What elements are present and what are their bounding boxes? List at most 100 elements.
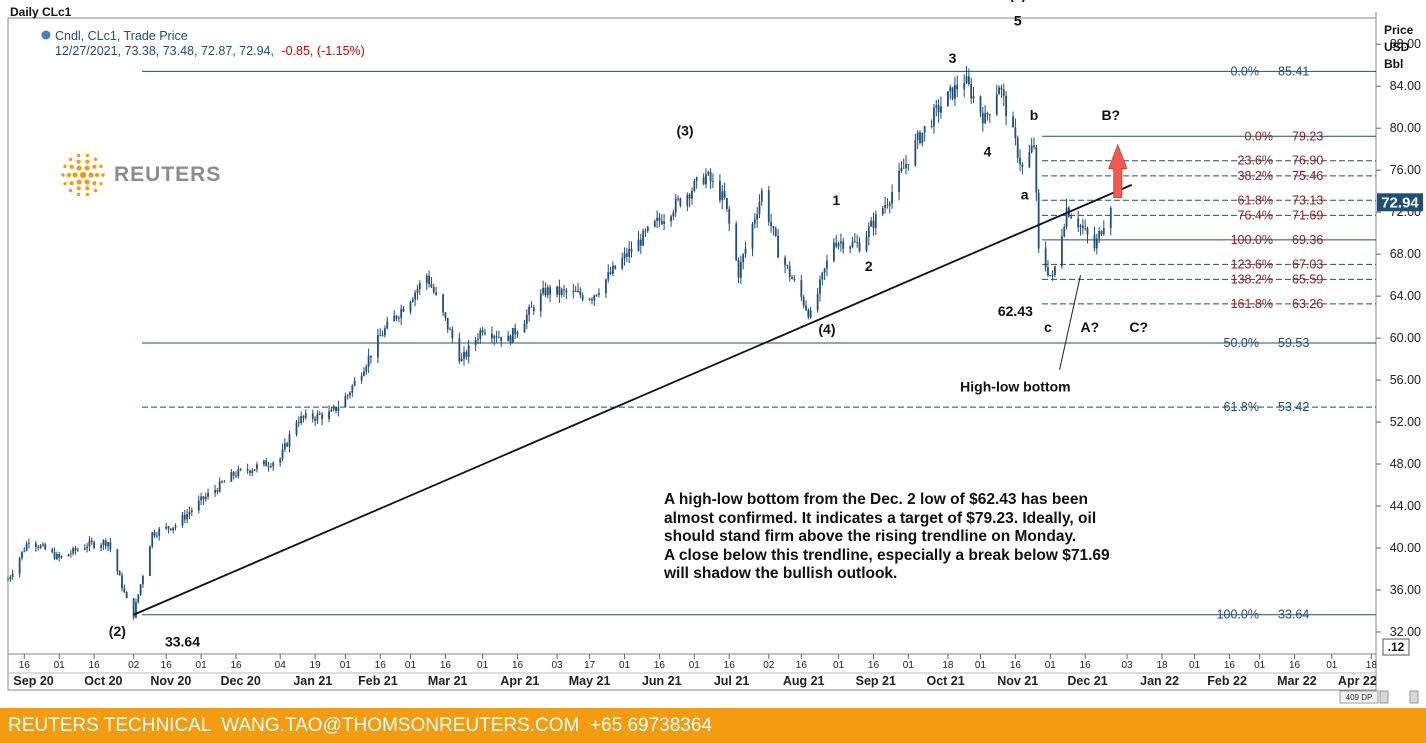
price-tick-label: 84.00 [1390,79,1421,93]
candle-body [21,551,23,559]
candle-body [321,414,323,420]
day-tick-label: 02 [128,660,140,671]
candle-body [858,242,861,252]
candle-body [591,299,593,301]
candle-body [202,496,205,500]
logo-dot [84,179,90,185]
candle-body [165,526,168,529]
candle-body [1098,231,1101,239]
price-axis: 32.00 36.00 40.00 44.00 48.00 52.00 56.00 60.00… [1376,37,1421,639]
candle-body [428,275,431,285]
candle-body [821,272,824,280]
candle-body [249,470,251,473]
day-tick-label: 01 [1254,660,1266,671]
candle-body [674,198,677,213]
candle-body [1044,248,1047,268]
candle-body [353,380,356,386]
candle-body [109,542,112,550]
candle-body [628,248,631,257]
candle-body [707,172,710,175]
scale-button[interactable] [1382,638,1410,656]
candle-body [851,241,854,247]
day-tick-label: 01 [975,660,987,671]
series-line: Cndl, CLc1, Trade Price [55,29,188,43]
candle-body [542,287,545,294]
day-tick-label: 01 [196,660,208,671]
candle-body [416,289,419,293]
candle-body [539,293,542,311]
candle-body [833,242,835,261]
candle-body [18,558,21,574]
candle-body [481,330,484,333]
day-tick-label: 16 [89,660,101,671]
scroll-box[interactable] [1339,690,1379,704]
candle-body [611,265,614,274]
candle-body [409,302,412,312]
note-line: A high-low bottom from the Dec. 2 low of… [664,491,1089,508]
candle-body [777,235,779,258]
day-tick-label: 03 [1121,660,1133,671]
candle-body [793,279,796,281]
candle-body [549,287,551,295]
candle-body [760,190,763,202]
candle-body [637,239,640,252]
candle-body [60,556,63,558]
fib-label-major: 100.0% [1217,608,1259,622]
month-label: Nov 21 [997,674,1038,688]
day-tick-label: 01 [405,660,417,671]
ohlc-change: -0.85, (-1.15%) [281,44,364,58]
candle-body [367,355,370,367]
candle-body [155,535,158,537]
candle-body [658,217,661,221]
logo-dot [93,188,98,193]
ohlc-values: 12/27/2021, 73.38, 73.48, 72.87, 72.94, [55,44,274,58]
candle-body [884,204,887,209]
candle-body [786,265,789,267]
candle-body [614,265,617,269]
candle-body [328,411,330,420]
fib-label-major: 50.0% [1224,336,1259,350]
wave-label: 3 [949,50,957,66]
wave-label: 5 [1014,12,1022,28]
logo-dot [76,179,82,185]
candle-body [921,132,924,144]
candle-body [346,395,349,397]
day-tick-label: 16 [1224,660,1236,671]
candle-body [856,241,859,243]
candle-body [579,290,582,296]
scroll-button-left[interactable] [1379,690,1389,704]
candle-body [223,481,226,483]
candle-body [7,579,9,581]
price-tick-label: 60.00 [1390,331,1421,345]
candle-body [953,84,956,99]
candle-body [458,338,461,362]
month-label: Jan 22 [1140,674,1179,688]
candle-body [837,243,840,247]
candle-body [956,84,959,90]
wave-label: A? [1081,319,1100,335]
price-tick-label: 44.00 [1390,499,1421,513]
candle-body [577,290,579,292]
candle-body [281,449,284,459]
candle-body [995,94,998,115]
fib-label-minor: 23.6% [1238,154,1273,168]
day-tick-label: 16 [1010,660,1022,671]
candle-body [1084,228,1087,230]
candle-body [881,208,884,215]
day-tick-label: 19 [310,660,322,671]
scroll-button-right[interactable] [1409,690,1419,704]
candle-body [1049,275,1052,276]
logo-dot [61,173,65,177]
candle-body [142,576,144,585]
price-tick-label: 48.00 [1390,457,1421,471]
candle-body [53,551,56,559]
candle-body [919,132,921,144]
candle-body [370,355,372,358]
candle-body [204,496,207,500]
price-tick-label: 36.00 [1390,583,1421,597]
day-tick-label: 01 [54,660,66,671]
candle-body [823,268,826,273]
day-tick-label: 16 [375,660,387,671]
month-label: Mar 21 [428,674,468,688]
day-tick-label: 02 [763,660,775,671]
